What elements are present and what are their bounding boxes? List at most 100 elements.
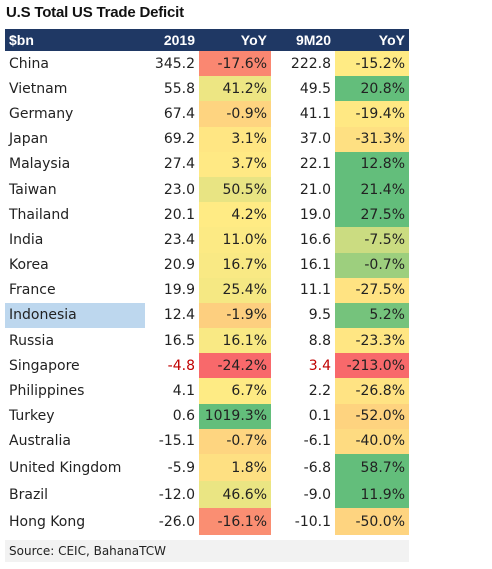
country-cell: Germany [9, 105, 74, 122]
header-yoy-2019: YoY [240, 32, 267, 48]
country-cell: Malaysia [9, 156, 71, 173]
value-2019-cell: 19.9 [163, 282, 195, 299]
table-row: Hong Kong -26.0 -16.1% -10.1 -50.0% [5, 508, 409, 535]
header-2019: 2019 [163, 32, 195, 48]
header-unit: $bn [9, 32, 34, 48]
table-row: Taiwan 23.0 50.5% 21.0 21.4% [5, 176, 409, 203]
value-9m20-cell: 21.0 [299, 181, 331, 198]
table-row: India 23.4 11.0% 16.6 -7.5% [5, 227, 409, 253]
yoy-9m20-cell: -40.0% [335, 428, 409, 454]
yoy-2019-cell: -0.7% [199, 428, 271, 454]
table-row: Korea 20.9 16.7% 16.1 -0.7% [5, 252, 409, 278]
country-cell: Australia [9, 433, 71, 450]
value-9m20-cell: 11.1 [299, 282, 331, 299]
value-2019-cell: 16.5 [163, 332, 195, 349]
yoy-2019-cell: 50.5% [199, 176, 271, 203]
value-9m20-cell: 16.6 [299, 231, 331, 248]
yoy-9m20-cell: -23.3% [335, 328, 409, 354]
country-cell: United Kingdom [9, 459, 122, 476]
yoy-9m20-cell: 21.4% [335, 176, 409, 203]
table-header: $bn 2019 YoY 9M20 YoY [5, 29, 409, 51]
yoy-2019-cell: 3.7% [199, 151, 271, 177]
value-9m20-cell: 19.0 [299, 206, 331, 223]
country-cell: India [9, 231, 44, 248]
table-row: Germany 67.4 -0.9% 41.1 -19.4% [5, 101, 409, 127]
value-2019-cell: 23.4 [163, 231, 195, 248]
value-9m20-cell: 2.2 [308, 383, 331, 400]
yoy-9m20-cell: -0.7% [335, 252, 409, 278]
yoy-2019-cell: 46.6% [199, 481, 271, 508]
value-2019-cell: -26.0 [158, 513, 195, 530]
header-9m20: 9M20 [295, 32, 331, 48]
country-cell: Vietnam [9, 80, 68, 97]
value-2019-cell: 27.4 [163, 156, 195, 173]
table-row: Indonesia 12.4 -1.9% 9.5 5.2% [5, 302, 409, 329]
yoy-9m20-cell: -52.0% [335, 403, 409, 429]
value-2019-cell: 20.9 [163, 257, 195, 274]
table-row: Japan 69.2 3.1% 37.0 -31.3% [5, 126, 409, 152]
country-cell: Singapore [9, 357, 80, 374]
value-9m20-cell: -9.0 [303, 486, 331, 503]
yoy-9m20-cell: -213.0% [335, 353, 409, 379]
yoy-9m20-cell: 58.7% [335, 454, 409, 481]
value-9m20-cell: 0.1 [308, 408, 331, 425]
yoy-9m20-cell: -15.2% [335, 51, 409, 77]
country-cell: France [9, 282, 56, 299]
yoy-9m20-cell: 27.5% [335, 202, 409, 228]
country-cell: Taiwan [9, 181, 57, 198]
yoy-2019-cell: 16.7% [199, 252, 271, 278]
yoy-2019-cell: -24.2% [199, 353, 271, 379]
yoy-2019-cell: 3.1% [199, 126, 271, 152]
table-row: Vietnam 55.8 41.2% 49.5 20.8% [5, 76, 409, 102]
yoy-9m20-cell: -19.4% [335, 101, 409, 127]
value-9m20-cell: 41.1 [299, 105, 331, 122]
value-2019-cell: 55.8 [163, 80, 195, 97]
yoy-2019-cell: 41.2% [199, 76, 271, 102]
value-9m20-cell: -6.1 [303, 433, 331, 450]
yoy-2019-cell: 4.2% [199, 202, 271, 228]
table-body: China 345.2 -17.6% 222.8 -15.2% Vietnam 55.8 41… [5, 51, 409, 535]
value-9m20-cell: 9.5 [308, 307, 331, 324]
value-2019-cell: 0.6 [172, 408, 195, 425]
value-9m20-cell: 16.1 [299, 257, 331, 274]
yoy-9m20-cell: -26.8% [335, 378, 409, 404]
yoy-2019-cell: -0.9% [199, 101, 271, 127]
country-cell: Brazil [9, 486, 49, 503]
value-9m20-cell: 22.1 [299, 156, 331, 173]
yoy-9m20-cell: -50.0% [335, 508, 409, 535]
yoy-9m20-cell: 5.2% [335, 302, 409, 329]
table-row: Thailand 20.1 4.2% 19.0 27.5% [5, 202, 409, 228]
value-9m20-cell: 8.8 [308, 332, 331, 349]
source-note: Source: CEIC, BahanaTCW [5, 540, 409, 562]
yoy-9m20-cell: -27.5% [335, 277, 409, 303]
country-cell: Thailand [9, 206, 70, 223]
table-row: Turkey 0.6 1019.3% 0.1 -52.0% [5, 403, 409, 429]
yoy-2019-cell: 6.7% [199, 378, 271, 404]
country-cell: Turkey [9, 408, 55, 425]
yoy-2019-cell: 1.8% [199, 454, 271, 481]
value-2019-cell: -15.1 [158, 433, 195, 450]
value-9m20-cell: 222.8 [290, 55, 331, 72]
value-9m20-cell: 37.0 [299, 131, 331, 148]
value-9m20-cell: -10.1 [294, 513, 331, 530]
value-2019-cell: 23.0 [163, 181, 195, 198]
table-row: Philippines 4.1 6.7% 2.2 -26.8% [5, 378, 409, 404]
table-title: U.S Total US Trade Deficit [6, 4, 184, 21]
country-cell: Russia [9, 332, 55, 349]
value-2019-cell: -5.9 [167, 459, 195, 476]
country-cell: Japan [9, 131, 49, 148]
yoy-2019-cell: 16.1% [199, 328, 271, 354]
trade-deficit-table: $bn 2019 YoY 9M20 YoY China 345.2 -17.6% 22… [5, 29, 409, 535]
country-cell: Korea [9, 257, 49, 274]
table-row: Singapore -4.8 -24.2% 3.4 -213.0% [5, 353, 409, 379]
value-2019-cell: 67.4 [163, 105, 195, 122]
country-cell: Philippines [9, 383, 85, 400]
value-2019-cell: 345.2 [154, 55, 195, 72]
value-2019-cell: 69.2 [163, 131, 195, 148]
table-row: Australia -15.1 -0.7% -6.1 -40.0% [5, 428, 409, 454]
value-9m20-cell: 3.4 [308, 357, 331, 374]
yoy-2019-cell: -1.9% [199, 302, 271, 329]
value-9m20-cell: -6.8 [303, 459, 331, 476]
table-row: China 345.2 -17.6% 222.8 -15.2% [5, 51, 409, 77]
yoy-2019-cell: 11.0% [199, 227, 271, 253]
